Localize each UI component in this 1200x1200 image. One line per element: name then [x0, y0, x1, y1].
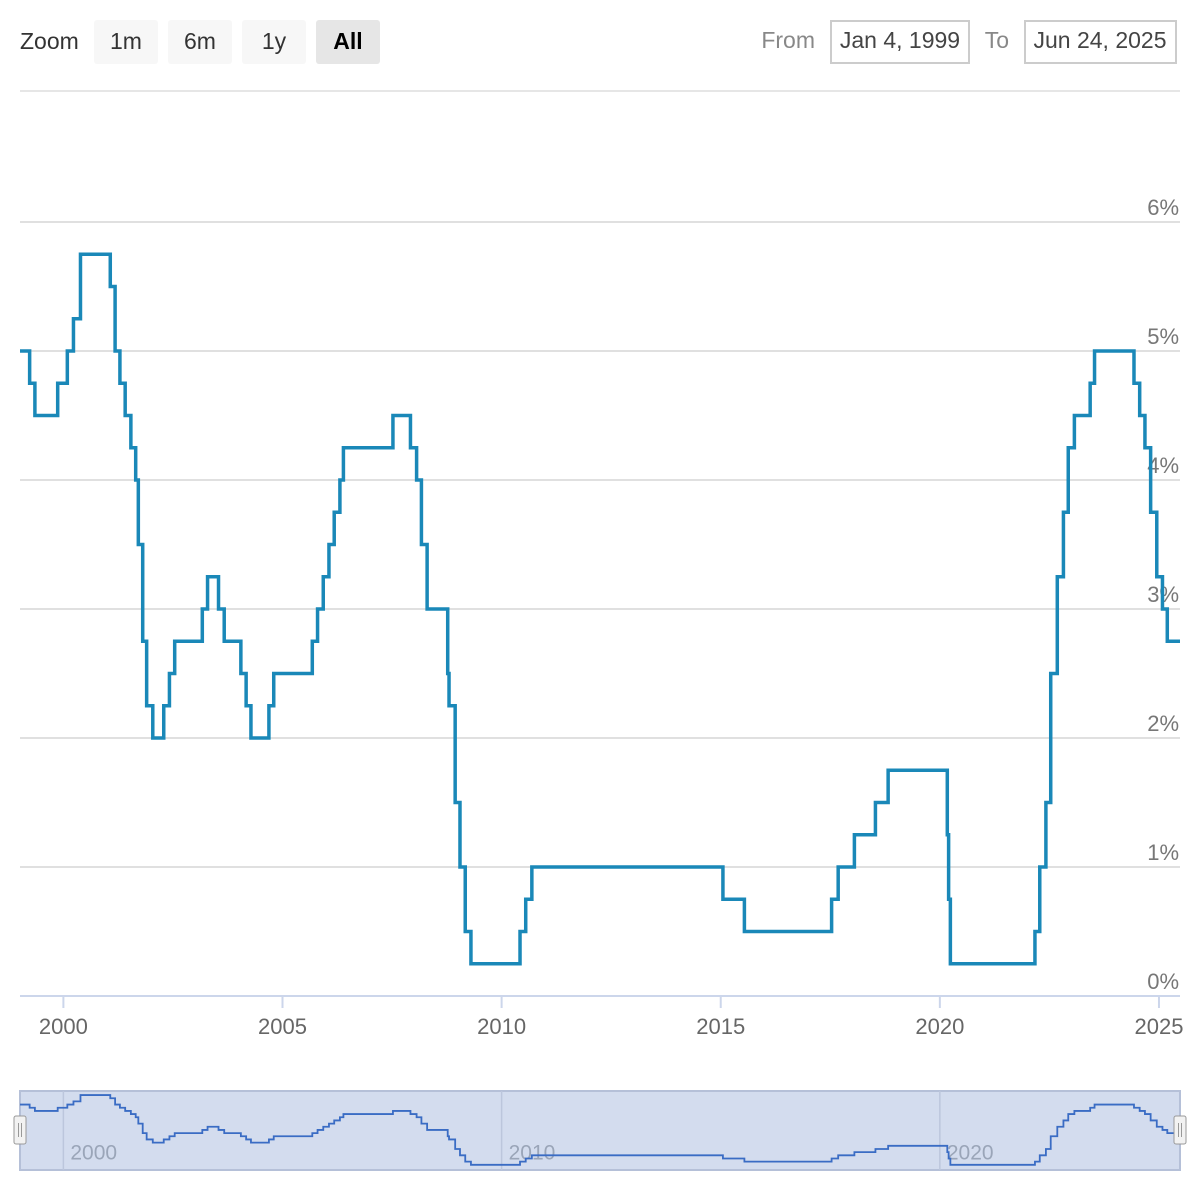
- to-input[interactable]: [1024, 20, 1177, 64]
- x-tick-label: 2000: [39, 1014, 88, 1039]
- x-tick-label: 2010: [477, 1014, 526, 1039]
- navigator-tick-label: 2020: [947, 1142, 994, 1165]
- zoom-button[interactable]: [168, 20, 232, 64]
- navigator-line: [20, 1094, 1180, 1166]
- y-tick-label: 0%: [1147, 969, 1179, 994]
- y-tick-label: 4%: [1147, 453, 1179, 478]
- zoom-button[interactable]: [242, 20, 306, 64]
- y-tick-label: 2%: [1147, 711, 1179, 736]
- navigator-tick-label: 2010: [509, 1142, 556, 1165]
- y-tick-label: 5%: [1147, 324, 1179, 349]
- rate-line: [20, 252, 1180, 966]
- y-tick-label: 6%: [1147, 195, 1179, 220]
- from-date[interactable]: Jan 4, 1999: [840, 27, 960, 53]
- zoom-button-label[interactable]: 6m: [184, 28, 216, 54]
- zoom-button[interactable]: [94, 20, 158, 64]
- zoom-button-label[interactable]: 1y: [262, 28, 287, 54]
- zoom-button-label[interactable]: 1m: [110, 28, 142, 54]
- navigator-handle[interactable]: [1173, 1115, 1187, 1145]
- to-date[interactable]: Jun 24, 2025: [1033, 27, 1166, 53]
- navigator-tick-label: 2000: [70, 1142, 117, 1165]
- zoom-label: Zoom: [20, 28, 79, 54]
- to-label: To: [985, 27, 1009, 53]
- y-tick-label: 1%: [1147, 840, 1179, 865]
- x-tick-label: 2025: [1134, 1014, 1183, 1039]
- zoom-button-label[interactable]: All: [333, 28, 362, 54]
- x-tick-label: 2015: [696, 1014, 745, 1039]
- from-label: From: [761, 27, 815, 53]
- zoom-button[interactable]: [316, 20, 380, 64]
- x-tick-label: 2020: [915, 1014, 964, 1039]
- navigator-mask[interactable]: [19, 1090, 1181, 1171]
- x-tick-label: 2005: [258, 1014, 307, 1039]
- from-input[interactable]: [830, 20, 970, 64]
- navigator-handle[interactable]: [13, 1115, 27, 1145]
